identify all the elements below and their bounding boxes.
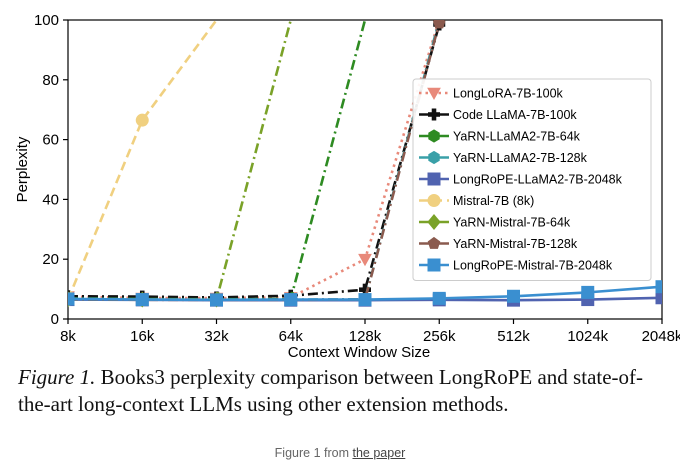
x-tick-label: 32k <box>204 328 229 345</box>
series-line-2 <box>68 20 367 301</box>
x-tick-label: 512k <box>497 328 530 345</box>
series-1-point <box>359 283 371 296</box>
x-axis-title: Context Window Size <box>288 344 431 360</box>
legend-marker-1 <box>428 108 440 121</box>
legend-marker-0 <box>427 87 441 101</box>
series-line-6 <box>68 20 293 301</box>
y-tick-label: 40 <box>42 191 59 208</box>
legend-marker-1-v <box>431 108 437 121</box>
x-tick-label: 1024k <box>567 328 608 345</box>
series-1-point-v <box>362 283 368 296</box>
legend-marker-2 <box>428 129 440 143</box>
perplexity-chart: 0 20 40 60 80 100 8k 16k 32k 64k 128k 256k 512k 1024k… <box>14 12 680 360</box>
source-prefix: Figure 1 from <box>274 446 353 460</box>
series-7-point <box>432 20 446 29</box>
series-line-7 <box>68 22 441 302</box>
series-line-1 <box>68 24 441 299</box>
legend-marker-3 <box>428 150 440 165</box>
y-axis-title: Perplexity <box>14 136 31 202</box>
series-0-point <box>358 253 372 267</box>
x-tick-label: 256k <box>423 328 456 345</box>
series-layer <box>68 20 662 308</box>
y-tick-label: 0 <box>51 311 59 328</box>
series-8-point <box>655 280 662 294</box>
caption-text: Books3 perplexity comparison between Lon… <box>18 365 644 416</box>
legend-box <box>412 78 652 281</box>
legend-label-6: YaRN-Mistral-7B-64k <box>453 216 571 230</box>
legend-label-1: Code LLaMA-7B-100k <box>453 108 577 122</box>
x-tick-label: 2048k <box>642 328 680 345</box>
series-5-point <box>135 113 149 127</box>
legend-label-0: LongLoRA-7B-100k <box>453 87 564 101</box>
series-line-5 <box>68 20 218 301</box>
series-8-point <box>581 285 595 299</box>
series-line-0 <box>68 20 441 300</box>
legend-marker-4 <box>427 172 441 186</box>
legend-marker-7 <box>427 236 441 249</box>
series-8-point <box>358 293 372 307</box>
figure-label: Figure 1. <box>18 365 96 389</box>
legend-label-8: LongRoPE-Mistral-7B-2048k <box>453 259 613 273</box>
series-4-point <box>655 291 662 305</box>
x-tick-label: 8k <box>60 328 76 345</box>
series-8-point <box>135 293 149 307</box>
series-line-3 <box>68 20 441 301</box>
y-tick-label: 80 <box>42 72 59 89</box>
series-8-point <box>432 291 446 305</box>
series-8-point <box>507 289 520 303</box>
legend-label-5: Mistral-7B (8k) <box>453 194 534 208</box>
figure-source: Figure 1 from the paper <box>0 446 680 460</box>
x-tick-label: 64k <box>279 328 304 345</box>
series-8-point <box>210 293 223 307</box>
legend-label-4: LongRoPE-LLaMA2-7B-2048k <box>453 173 623 187</box>
legend-marker-5 <box>427 194 441 207</box>
legend-marker-6 <box>427 214 441 230</box>
legend-label-3: YaRN-LLaMA2-7B-128k <box>453 151 588 165</box>
series-8-point <box>284 293 298 307</box>
legend-label-7: YaRN-Mistral-7B-128k <box>453 237 578 251</box>
paper-link[interactable]: the paper <box>352 446 406 460</box>
x-tick-label: 16k <box>130 328 155 345</box>
y-tick-label: 20 <box>42 251 59 268</box>
y-tick-label: 100 <box>34 12 59 29</box>
figure-caption: Figure 1. Books3 perplexity comparison b… <box>18 364 668 418</box>
legend-label-2: YaRN-LLaMA2-7B-64k <box>453 130 581 144</box>
y-tick-label: 60 <box>42 132 59 149</box>
x-tick-label: 128k <box>349 328 382 345</box>
legend: LongLoRA-7B-100k Code LLaMA-7B-100k YaRN-L… <box>412 78 652 281</box>
legend-marker-8 <box>427 258 441 272</box>
series-8-point <box>68 292 75 306</box>
